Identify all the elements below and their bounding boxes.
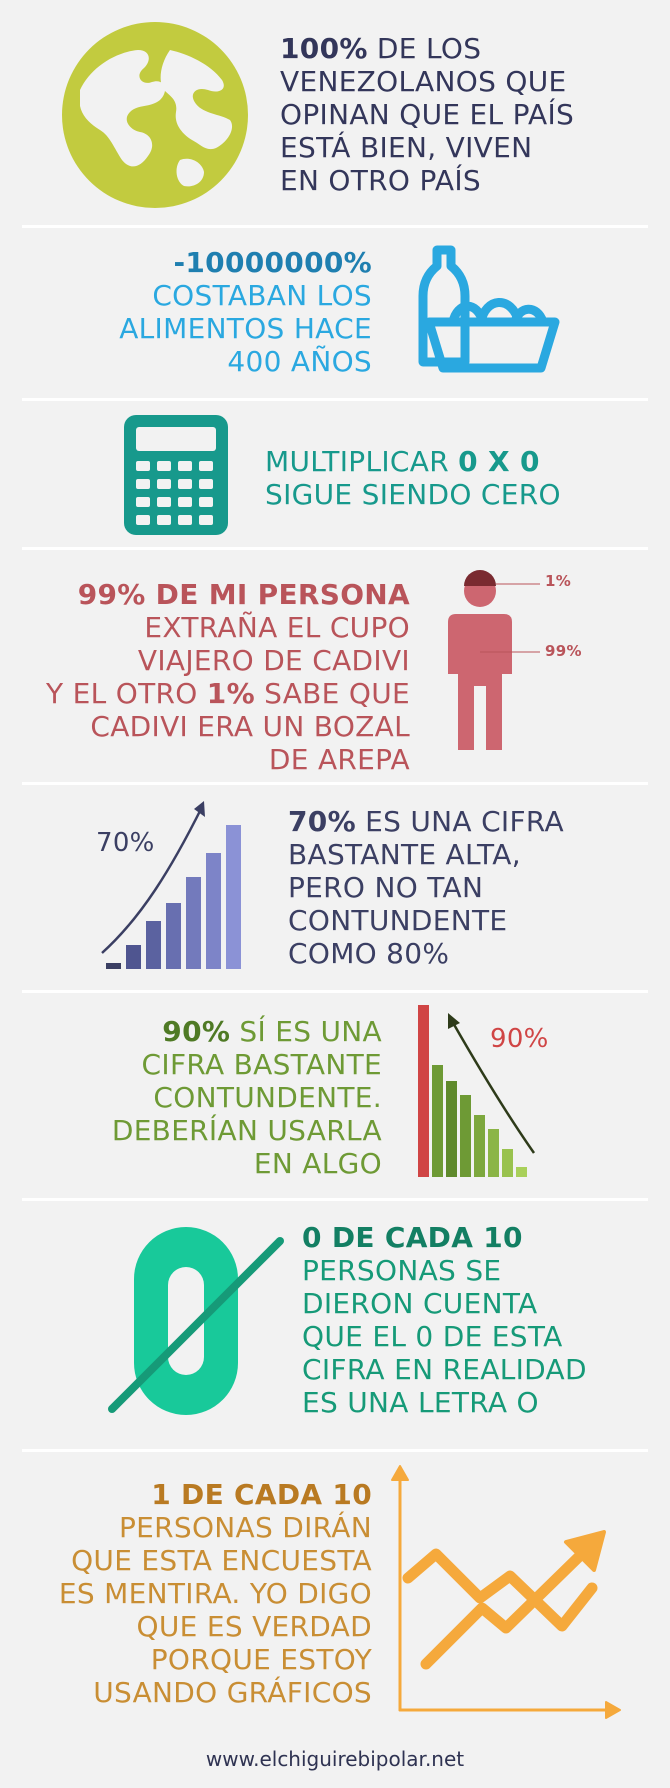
graphs-text-line4: ES MENTIRA. YO DIGO	[58, 1577, 372, 1610]
divider	[22, 990, 648, 993]
seventy-text-line3: PERO NO TAN	[288, 871, 484, 904]
person-text-line5: CADIVI ERA UN BOZAL	[90, 710, 410, 743]
section-calculator: MULTIPLICAR 0 X 0 SIGUE SIENDO CERO	[0, 401, 670, 547]
zero-text-line5: CIFRA EN REALIDAD	[302, 1353, 587, 1386]
graphs-text-line7: USANDO GRÁFICOS	[93, 1676, 372, 1709]
globe-text-line4: ESTÁ BIEN, VIVEN	[280, 131, 533, 164]
grocery-basket-icon	[418, 245, 560, 373]
person-text-line3: VIAJERO DE CADIVI	[137, 644, 410, 677]
divider	[22, 547, 648, 550]
ninety-text-bold: 90%	[162, 1015, 231, 1048]
globe-text-line1: DE LOS	[367, 32, 482, 65]
section-food: -10000000% COSTABAN LOS ALIMENTOS HACE 4…	[0, 228, 670, 398]
footer-url: www.elchiguirebipolar.net	[205, 1747, 465, 1771]
ninety-text-line5: EN ALGO	[253, 1147, 382, 1180]
zero-text: 0 DE CADA 10 PERSONAS SE DIERON CUENTA Q…	[302, 1221, 587, 1419]
divider	[22, 1449, 648, 1452]
divider	[22, 1198, 648, 1201]
globe-text: 100% DE LOS VENEZOLANOS QUE OPINAN QUE E…	[280, 32, 574, 197]
person-text-line4-post: SABE QUE	[254, 677, 410, 710]
section-seventy: 70% 70% ES UNA CIFRA BASTANTE ALTA, PERO…	[0, 785, 670, 990]
seventy-text-line2: BASTANTE ALTA,	[288, 838, 521, 871]
globe-text-line2: VENEZOLANOS QUE	[280, 65, 567, 98]
person-text-line6: DE AREPA	[268, 743, 410, 776]
divider	[22, 782, 648, 785]
section-person: 99% DE MI PERSONA EXTRAÑA EL CUPO VIAJER…	[0, 550, 670, 782]
seventy-text-bold: 70%	[288, 805, 356, 838]
graphs-text-line3: QUE ESTA ENCUESTA	[71, 1544, 372, 1577]
graphs-text: 1 DE CADA 10 PERSONAS DIRÁN QUE ESTA ENC…	[20, 1478, 372, 1709]
graphs-text-bold: 1 DE CADA 10	[151, 1478, 372, 1511]
zero-text-line2: PERSONAS SE	[302, 1254, 502, 1287]
seventy-text: 70% ES UNA CIFRA BASTANTE ALTA, PERO NO …	[288, 805, 564, 970]
ninety-text-line4: DEBERÍAN USARLA	[111, 1114, 382, 1147]
globe-text-line3: OPINAN QUE EL PAÍS	[280, 98, 575, 131]
section-globe: 100% DE LOS VENEZOLANOS QUE OPINAN QUE E…	[0, 0, 670, 225]
globe-icon	[62, 22, 248, 208]
graphs-text-line5: QUE ES VERDAD	[136, 1610, 372, 1643]
globe-text-bold: 100%	[280, 32, 368, 65]
person-text-line4-bold: 1%	[206, 677, 255, 710]
zero-crossed-icon	[108, 1227, 284, 1415]
zero-text-line3: DIERON CUENTA	[302, 1287, 538, 1320]
person-text-line4-pre: Y EL OTRO	[46, 677, 207, 710]
calculator-icon	[124, 415, 228, 535]
graphs-text-line6: PORQUE ESTOY	[150, 1643, 372, 1676]
food-text-line3: ALIMENTOS HACE	[119, 312, 372, 345]
seventy-text-line5: COMO 80%	[288, 937, 450, 970]
section-graphs: 1 DE CADA 10 PERSONAS DIRÁN QUE ESTA ENC…	[0, 1452, 670, 1732]
food-text: -10000000% COSTABAN LOS ALIMENTOS HACE 4…	[40, 246, 372, 378]
food-text-line2: COSTABAN LOS	[152, 279, 372, 312]
calculator-text-bold: 0 X 0	[458, 445, 540, 478]
ninety-chart-label: 90%	[490, 1024, 549, 1054]
calculator-text: MULTIPLICAR 0 X 0 SIGUE SIENDO CERO	[265, 445, 561, 511]
divider	[22, 398, 648, 401]
person-text: 99% DE MI PERSONA EXTRAÑA EL CUPO VIAJER…	[20, 578, 410, 776]
ninety-text-line2: CIFRA BASTANTE	[141, 1048, 382, 1081]
zero-text-line6: ES UNA LETRA O	[302, 1386, 539, 1419]
person-icon	[448, 570, 540, 750]
zero-text-bold: 0 DE CADA 10	[302, 1221, 523, 1254]
food-text-bold: -10000000%	[173, 246, 372, 279]
ninety-text-line1: SÍ ES UNA	[230, 1015, 382, 1048]
person-label-body: 99%	[545, 642, 582, 660]
person-label-top: 1%	[545, 572, 572, 590]
line-graph-icon	[391, 1465, 621, 1719]
seventy-chart-label: 70%	[96, 828, 155, 858]
person-text-bold: 99% DE MI PERSONA	[77, 578, 410, 611]
section-zero: 0 DE CADA 10 PERSONAS SE DIERON CUENTA Q…	[0, 1201, 670, 1449]
calculator-text-pre: MULTIPLICAR	[265, 445, 459, 478]
zero-text-line4: QUE EL 0 DE ESTA	[302, 1320, 563, 1353]
ninety-text: 90% SÍ ES UNA CIFRA BASTANTE CONTUNDENTE…	[20, 1015, 382, 1180]
section-ninety: 90% SÍ ES UNA CIFRA BASTANTE CONTUNDENTE…	[0, 993, 670, 1198]
food-text-line4: 400 AÑOS	[227, 345, 372, 378]
seventy-text-line1: ES UNA CIFRA	[355, 805, 564, 838]
seventy-text-line4: CONTUNDENTE	[288, 904, 508, 937]
graphs-text-line2: PERSONAS DIRÁN	[118, 1511, 372, 1544]
person-text-line2: EXTRAÑA EL CUPO	[144, 611, 410, 644]
ninety-text-line3: CONTUNDENTE.	[153, 1081, 382, 1114]
divider	[22, 225, 648, 228]
rising-bars-icon	[101, 801, 241, 969]
globe-text-line5: EN OTRO PAÍS	[280, 164, 481, 197]
falling-bars-icon	[418, 1005, 536, 1177]
calculator-text-line2: SIGUE SIENDO CERO	[265, 478, 561, 511]
